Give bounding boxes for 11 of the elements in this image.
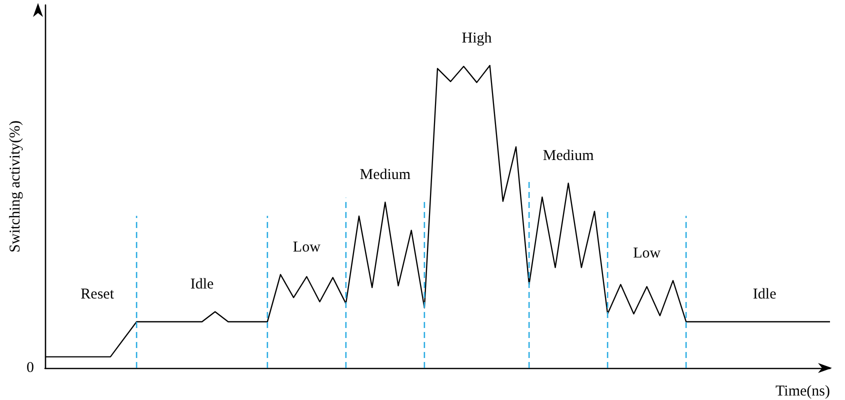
- annotation: Reset: [80, 286, 115, 302]
- annotation: Low: [292, 239, 321, 256]
- annotation: Low: [633, 245, 661, 262]
- annotation: Medium: [360, 167, 411, 184]
- y-axis-title: Switching activity(%): [8, 120, 24, 253]
- annotation: Medium: [542, 148, 594, 164]
- text: 0: [26, 360, 34, 376]
- annotation: Idle: [752, 286, 777, 302]
- annotation: Idle: [190, 276, 214, 293]
- text: High: [462, 30, 492, 46]
- x-axis-title: Time(ns): [776, 384, 830, 400]
